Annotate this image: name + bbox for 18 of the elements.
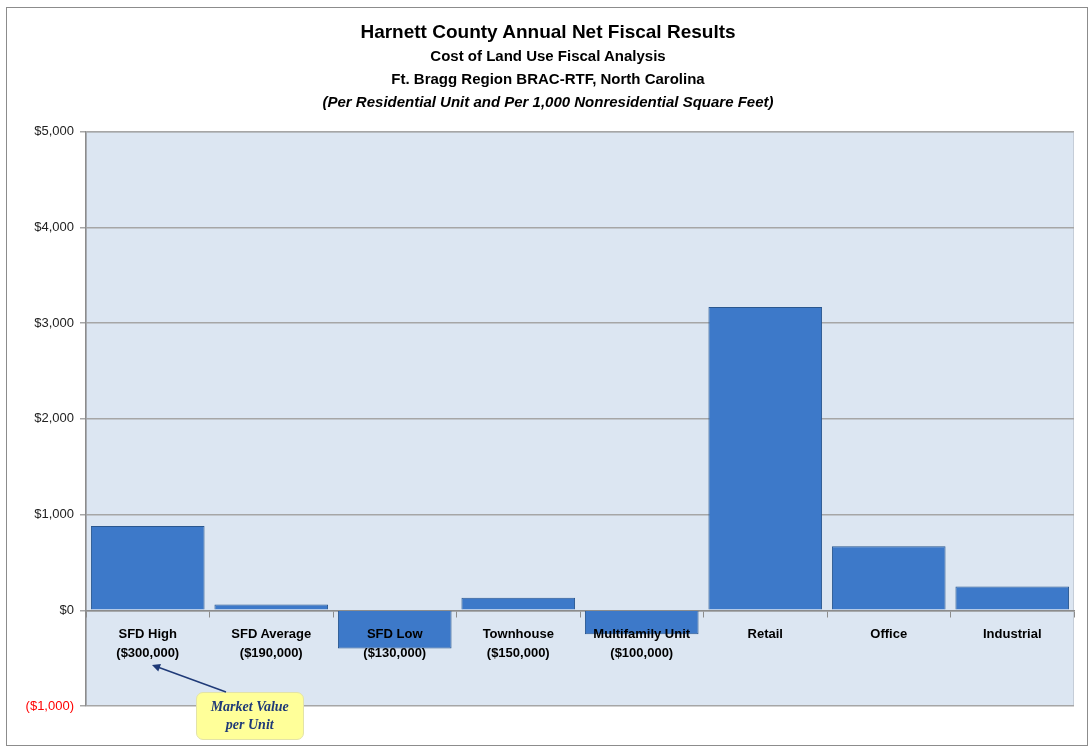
callout-box: Market Value per Unit <box>195 692 304 741</box>
chart-title: Harnett County Annual Net Fiscal Results <box>359 20 737 44</box>
y-tick-label: $3,000 <box>34 314 74 330</box>
chart-subtitle: Cost of Land Use Fiscal Analysis Ft. Bragg Region BRAC-RTF, North Carolina (Per Residential Unit and Per 1,000 Nonresidential Square Feet) <box>321 46 775 112</box>
x-tick-label: SFD Average ($190,000) <box>231 625 312 661</box>
x-tick-label: Townhouse ($150,000) <box>482 625 554 661</box>
y-tick-label: $2,000 <box>34 410 74 426</box>
x-tick-label: SFD Low ($130,000) <box>363 625 427 661</box>
y-tick-label: $1,000 <box>34 506 74 522</box>
x-tick-label: SFD High ($300,000) <box>116 625 180 661</box>
y-tick-label: $4,000 <box>34 219 74 235</box>
y-tick-label: $0 <box>59 601 74 617</box>
x-tick-label: Industrial <box>982 625 1042 641</box>
x-tick-label: Retail <box>747 625 783 641</box>
y-tick-label: $5,000 <box>34 123 74 139</box>
y-tick-label: ($1,000) <box>25 697 74 713</box>
x-tick-label: Office <box>870 625 908 641</box>
annotation: Market Value per Unit <box>209 698 290 735</box>
